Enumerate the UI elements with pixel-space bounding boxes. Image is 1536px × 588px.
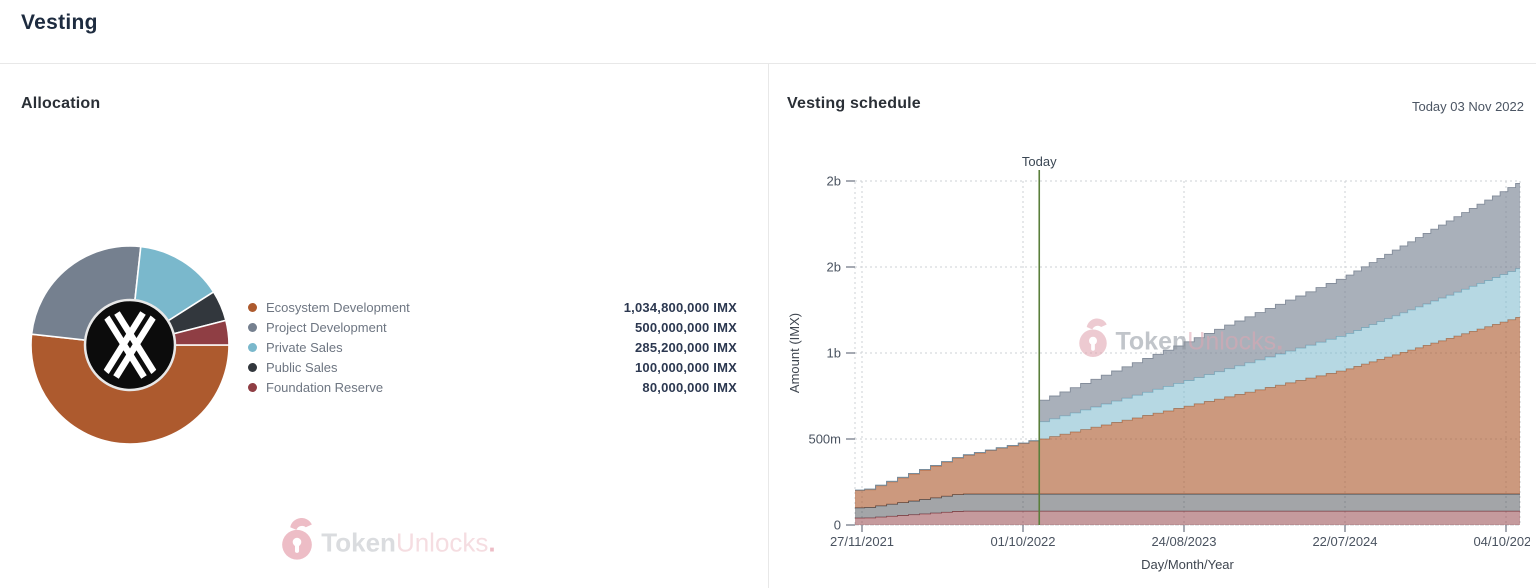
tokenunlocks-watermark-text-chart: TokenUnlocks.: [1116, 328, 1284, 356]
tokenunlocks-lock-icon-chart: [1079, 318, 1107, 357]
x-axis-title: Day/Month/Year: [1141, 557, 1234, 572]
stacked-areas: [855, 182, 1520, 525]
legend-row-private-sales[interactable]: Private Sales 285,200,000 IMX: [248, 337, 737, 357]
legend-dot-icon: [248, 382, 257, 392]
allocation-legend: Ecosystem Development 1,034,800,000 IMX Pr…: [248, 297, 737, 397]
x-tick-label: 22/07/2024: [1312, 534, 1377, 549]
x-tick-label: 24/08/2023: [1151, 534, 1216, 549]
allocation-heading: Allocation: [21, 95, 101, 112]
legend-dot-icon: [248, 322, 257, 332]
legend-value: 285,200,000 IMX: [634, 339, 737, 355]
legend-row-foundation-reserve[interactable]: Foundation Reserve 80,000,000 IMX: [248, 377, 737, 397]
axis-ticks: [846, 180, 1507, 532]
x-tick-label: 01/10/2022: [990, 534, 1055, 549]
legend-label: Public Sales: [266, 359, 338, 375]
legend-label: Project Development: [266, 319, 387, 335]
tokenunlocks-lock-icon-panel: [282, 518, 312, 560]
vesting-schedule-heading: Vesting schedule: [787, 95, 921, 112]
legend-row-public-sales[interactable]: Public Sales 100,000,000 IMX: [248, 357, 737, 377]
area-edge-project-development: [855, 182, 1520, 491]
legend-value: 80,000,000 IMX: [642, 379, 737, 395]
legend-value: 100,000,000 IMX: [634, 359, 737, 375]
today-date-label: Today 03 Nov 2022: [1411, 99, 1524, 114]
legend-label: Foundation Reserve: [266, 379, 384, 395]
legend-label: Private Sales: [266, 339, 343, 355]
y-tick-label: 1b: [827, 346, 841, 361]
vesting-schedule-chart[interactable]: 0 500m 1b 2b 2b 27/11/2021 01/10/2022 24/08/202…: [785, 155, 1530, 587]
y-tick-label: 2b: [827, 260, 841, 275]
x-tick-label: 27/11/2021: [830, 534, 894, 549]
x-tick-label: 04/10/2025: [1473, 534, 1530, 549]
area-public-sales[interactable]: [855, 494, 1520, 519]
axis-labels: 0 500m 1b 2b 2b 27/11/2021 01/10/2022 24/08/202…: [808, 174, 1530, 550]
area-edge-foundation-reserve: [855, 510, 1520, 519]
today-line-label: Today: [1022, 155, 1057, 169]
y-tick-label: 2b: [827, 174, 841, 189]
legend-dot-icon: [248, 302, 257, 312]
imx-logo-icon: [100, 311, 160, 379]
legend-dot-icon: [248, 362, 257, 372]
area-ecosystem-development[interactable]: [855, 317, 1520, 508]
legend-row-ecosystem-development[interactable]: Ecosystem Development 1,034,800,000 IMX: [248, 297, 737, 317]
vertical-divider: [768, 64, 769, 588]
y-tick-label: 500m: [808, 432, 841, 447]
page-title: Vesting: [21, 11, 98, 34]
legend-dot-icon: [248, 342, 257, 352]
imx-logo-circle: [83, 298, 177, 392]
y-axis-title: Amount (IMX): [787, 313, 802, 393]
area-foundation-reserve[interactable]: [855, 511, 1520, 525]
legend-value: 1,034,800,000 IMX: [623, 299, 737, 315]
legend-row-project-development[interactable]: Project Development 500,000,000 IMX: [248, 317, 737, 337]
allocation-donut-chart[interactable]: [24, 239, 236, 451]
legend-value: 500,000,000 IMX: [634, 319, 737, 335]
today-marker: Today: [1022, 155, 1057, 525]
y-tick-label: 0: [834, 518, 841, 533]
tokenunlocks-watermark: TokenUnlocks.: [282, 518, 496, 560]
legend-label: Ecosystem Development: [266, 299, 410, 315]
tokenunlocks-watermark-text-panel: TokenUnlocks.: [321, 528, 495, 558]
horizontal-divider: [0, 63, 1536, 64]
